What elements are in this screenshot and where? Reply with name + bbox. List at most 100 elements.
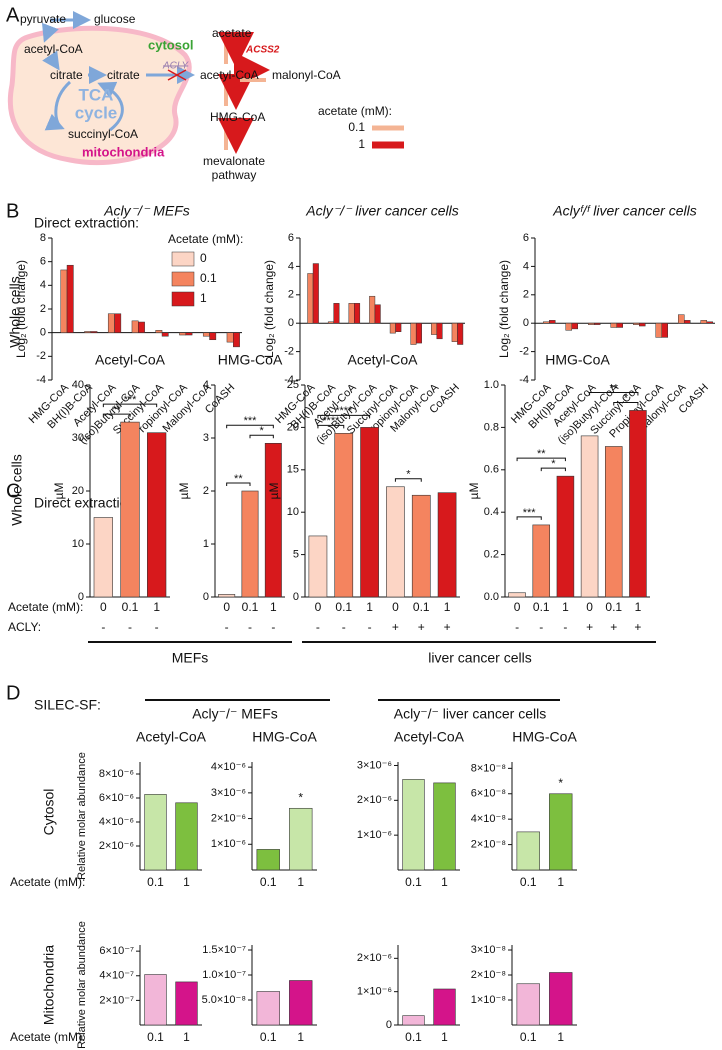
bar (431, 322, 438, 335)
row-label: Cytosol (41, 789, 57, 836)
x-tick-label: 0 (392, 600, 399, 614)
legend-label: 1 (200, 291, 207, 305)
significance-label: * (624, 392, 629, 404)
compartment-label: cytosol (148, 37, 194, 52)
bar (639, 322, 646, 327)
y-tick-label: 1×10⁻⁸ (471, 994, 506, 1006)
bar (610, 322, 617, 328)
bar (433, 782, 456, 871)
bar (433, 988, 456, 1026)
node-label: pathway (212, 168, 257, 182)
bar (226, 332, 234, 343)
node-label: citrate (50, 68, 83, 82)
y-tick-label: 6 (40, 256, 46, 268)
y-tick-label: 30 (72, 432, 84, 444)
bar (684, 320, 691, 324)
bar (678, 314, 685, 324)
acly-label: - (155, 620, 159, 634)
bar (633, 322, 640, 325)
enzyme-label: ACLY (162, 61, 190, 72)
y-tick-label: -4 (284, 374, 294, 386)
node-label: HMG-CoA (210, 110, 265, 124)
bar (144, 974, 167, 1026)
panel-heading: Direct extraction: (34, 215, 139, 231)
bar (256, 849, 280, 871)
x-tick-label: 0.1 (605, 600, 622, 614)
x-tick-label: 0.1 (260, 1030, 277, 1044)
legend-label: 1 (358, 137, 365, 151)
cycle-label: cycle (75, 103, 118, 122)
legend-label: 0.1 (200, 271, 217, 285)
y-tick-label: 2×10⁻⁸ (471, 838, 506, 850)
y-axis-title: Log₂ (fold change) (262, 260, 276, 358)
inhibition (167, 69, 187, 81)
bar (144, 794, 167, 871)
bar (616, 322, 623, 328)
y-tick-label: 0 (40, 327, 46, 339)
acly-label: - (539, 620, 543, 634)
bar (410, 322, 417, 345)
y-tick-label: -4 (36, 374, 46, 386)
y-tick-label: -2 (519, 346, 529, 358)
y-tick-label: 3×10⁻⁶ (211, 787, 246, 799)
y-tick-label: 0 (288, 317, 294, 329)
node-label: malonyl-CoA (272, 68, 341, 82)
acly-label: - (316, 620, 320, 634)
y-tick-label: 2×10⁻⁶ (357, 952, 392, 964)
significance-label: * (558, 776, 563, 790)
y-tick-label: 1.0×10⁻⁷ (202, 969, 246, 981)
bar (161, 332, 169, 337)
bar (374, 304, 381, 324)
y-tick-label: 4 (288, 260, 294, 272)
legend-swatch (171, 271, 195, 287)
acly-label: + (392, 620, 399, 634)
y-tick-label: 10 (72, 538, 84, 550)
bar (84, 331, 92, 333)
cycle-label: TCA (79, 85, 114, 104)
y-tick-label: 1×10⁻⁶ (211, 838, 246, 850)
x-tick-label: 1 (562, 600, 569, 614)
x-tick-label: 1 (270, 600, 277, 614)
row-label: Whole cells (9, 454, 25, 526)
y-tick-label: -2 (284, 346, 294, 358)
compartment-label: mitochondria (82, 144, 165, 159)
acly-label: + (444, 620, 451, 634)
acly-label: - (563, 620, 567, 634)
x-tick-label: 0.1 (147, 1030, 164, 1044)
arrow (42, 50, 60, 71)
group-label: Acly⁻/⁻ liver cancer cells (394, 706, 546, 722)
row-label: Acetate (mM): (10, 875, 85, 889)
y-tick-label: -2 (36, 350, 46, 362)
node-label: acetyl-CoA (24, 42, 83, 56)
significance-label: *** (124, 394, 138, 406)
y-tick-label: 1 (203, 538, 209, 550)
bar (556, 475, 575, 598)
significance-label: *** (523, 507, 537, 519)
y-tick-label: 6×10⁻⁶ (99, 792, 134, 804)
bar (308, 535, 328, 598)
y-tick-label: 20 (287, 421, 299, 433)
bar (604, 446, 623, 598)
bar (289, 980, 313, 1026)
bar (60, 269, 68, 333)
bar (594, 322, 601, 325)
significance-bracket (102, 403, 158, 408)
significance-label: * (551, 458, 556, 470)
y-tick-label: 0 (293, 591, 299, 603)
y-tick-label: 40 (72, 379, 84, 391)
bar (549, 972, 573, 1026)
y-tick-label: 4 (203, 379, 209, 391)
chart-title: HMG-CoA (545, 352, 610, 368)
legend-label: 0.1 (348, 120, 365, 134)
significance-label: **** (322, 415, 340, 427)
acly-label: + (418, 620, 425, 634)
chart-title: Acly⁻/⁻ liver cancer cells (305, 203, 458, 219)
significance-bracket (102, 413, 131, 418)
x-tick-label: 0 (514, 600, 521, 614)
bar (333, 303, 340, 324)
y-axis-title: µM (52, 483, 66, 500)
chart-title: Acetyl-CoA (136, 729, 207, 745)
bar (411, 494, 431, 598)
significance-bracket (249, 434, 274, 439)
y-tick-label: 20 (72, 485, 84, 497)
